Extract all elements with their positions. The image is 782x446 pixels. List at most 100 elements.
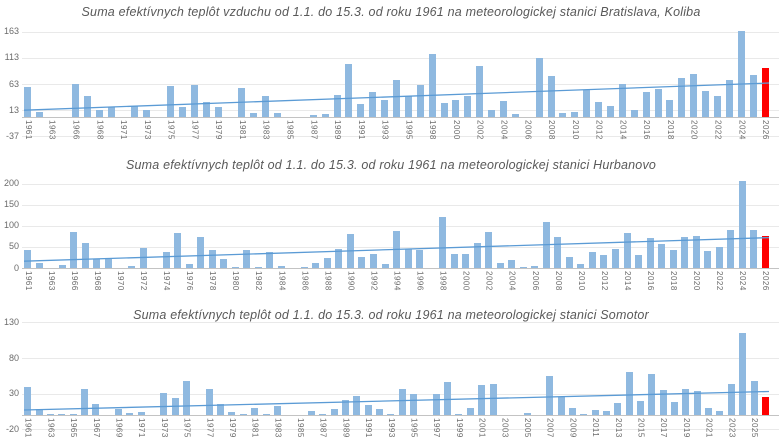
bar-1998	[439, 216, 447, 268]
chart-bratislava-koliba: Suma efektívnych teplôt vzduchu od 1.1. …	[0, 0, 782, 148]
x-tick-label-2018: 2018	[669, 271, 679, 291]
bar-2009	[568, 407, 576, 415]
bar-1981	[251, 407, 259, 415]
bar-1970	[126, 412, 134, 415]
bar-2014	[618, 83, 626, 117]
bar-1965	[58, 264, 66, 268]
bar-1975	[167, 85, 175, 117]
x-tick-label-2008: 2008	[547, 120, 557, 140]
x-tick-label-1998: 1998	[438, 271, 448, 291]
bar-2019	[678, 78, 686, 117]
x-tick-label-1979: 1979	[227, 418, 237, 438]
bar-1967	[83, 96, 91, 117]
bar-1977	[197, 237, 205, 268]
bar-1987	[309, 114, 317, 117]
bar-1983	[262, 96, 270, 117]
bar-2001	[464, 95, 472, 117]
x-tick-label-2014: 2014	[618, 120, 628, 140]
bar-2020	[690, 74, 698, 117]
bar-1999	[440, 102, 448, 117]
x-tick-label-2025: 2025	[750, 418, 759, 438]
bar-2008	[547, 75, 555, 117]
gridline-130	[22, 322, 779, 324]
bar-1976	[179, 106, 186, 117]
bar-1963	[46, 413, 54, 415]
x-tick-label-1963: 1963	[46, 271, 56, 291]
x-tick-label-2000: 2000	[461, 271, 471, 291]
x-tick-label-1991: 1991	[356, 120, 366, 140]
bar-2014	[623, 232, 631, 268]
bar-1990	[345, 63, 353, 117]
bar-1973	[143, 110, 151, 117]
x-tick-label-2012: 2012	[594, 120, 604, 140]
bar-1967	[92, 404, 100, 415]
x-tick-label-2011: 2011	[591, 418, 601, 438]
bar-1978	[217, 403, 225, 415]
x-tick-label-1986: 1986	[300, 271, 310, 291]
bar-1972	[131, 106, 139, 117]
x-tick-label-2004: 2004	[507, 271, 517, 291]
bar-1991	[364, 405, 372, 415]
x-tick-label-1997: 1997	[432, 418, 442, 438]
x-tick-label-1965: 1965	[69, 418, 79, 438]
bar-1995	[404, 248, 412, 268]
x-tick-label-1994: 1994	[392, 271, 402, 291]
x-tick-label-2022: 2022	[713, 120, 723, 140]
x-tick-label-2024: 2024	[738, 271, 748, 291]
bar-2017	[654, 89, 662, 117]
bar-2012	[595, 101, 603, 117]
bar-1961	[24, 86, 32, 117]
bar-2004	[500, 101, 507, 117]
x-tick-label-1972: 1972	[139, 271, 148, 291]
x-tick-label-1987: 1987	[309, 120, 319, 140]
x-tick-label-2001: 2001	[477, 418, 487, 438]
bar-2016	[642, 91, 650, 117]
bar-1969	[115, 408, 122, 415]
x-tick-label-2014: 2014	[623, 271, 632, 291]
x-tick-label-2021: 2021	[704, 418, 714, 438]
x-tick-label-2018: 2018	[665, 120, 675, 140]
plot-area: 163 113 63 13 -37 1961 1963 1966 1968 1971 1973 197…	[0, 0, 782, 148]
bar-1997	[432, 393, 440, 415]
bar-2000	[462, 253, 470, 268]
bar-1977	[190, 84, 198, 117]
y-tick-label-130: 130	[3, 316, 19, 327]
bar-1992	[376, 409, 383, 415]
bar-1986	[300, 266, 308, 268]
x-tick-label-1975: 1975	[166, 120, 176, 140]
x-tick-label-1992: 1992	[369, 271, 379, 291]
gridline-100	[22, 225, 779, 227]
bar-2022	[714, 95, 721, 117]
bar-1991	[357, 103, 365, 117]
bar-1978	[202, 102, 210, 117]
x-tick-label-2022: 2022	[715, 271, 725, 291]
x-tick-label-2023: 2023	[727, 418, 737, 438]
bar-1987	[319, 413, 327, 415]
x-tick-label-2026: 2026	[761, 271, 771, 291]
x-tick-label-1991: 1991	[364, 418, 374, 438]
x-tick-label-2006: 2006	[530, 271, 540, 291]
bar-2011	[588, 251, 596, 268]
x-tick-label-1961: 1961	[23, 271, 33, 291]
plot-area: 200 150 100 50 0 1961 1963 1966 1968 1970 1972 1974…	[0, 148, 782, 296]
bar-1971	[137, 412, 145, 415]
x-tick-label-2005: 2005	[523, 418, 532, 438]
x-tick-label-2015: 2015	[636, 418, 646, 438]
x-tick-label-1980: 1980	[231, 271, 241, 291]
bar-2005	[523, 412, 531, 415]
bar-1982	[262, 413, 270, 415]
x-tick-label-1985: 1985	[296, 418, 305, 438]
bar-1979	[220, 258, 228, 268]
bar-2015	[630, 110, 638, 117]
x-tick-label-1993: 1993	[386, 418, 396, 438]
x-tick-label-1967: 1967	[91, 418, 101, 438]
bar-1976	[185, 263, 193, 268]
x-tick-label-1988: 1988	[323, 271, 333, 291]
x-tick-label-2000: 2000	[451, 120, 461, 140]
x-tick-label-1963: 1963	[46, 418, 56, 438]
x-tick-label-2003: 2003	[500, 418, 510, 438]
bar-1977	[205, 389, 213, 415]
y-tick-label-113: 113	[4, 52, 19, 63]
x-tick-label-2017: 2017	[659, 418, 669, 438]
bar-2016	[646, 238, 654, 268]
